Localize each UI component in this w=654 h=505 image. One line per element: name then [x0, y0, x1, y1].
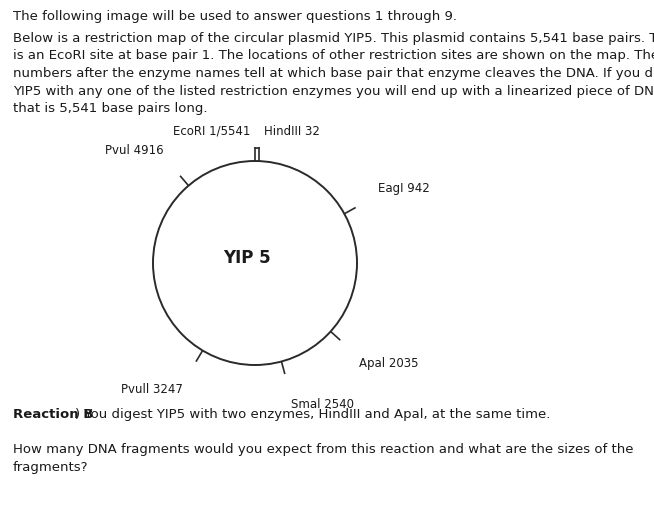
Text: Pvull 3247: Pvull 3247	[121, 383, 183, 396]
Text: How many DNA fragments would you expect from this reaction and what are the size: How many DNA fragments would you expect …	[13, 443, 634, 456]
Text: fragments?: fragments?	[13, 461, 88, 474]
Text: HindIII 32: HindIII 32	[264, 125, 319, 138]
Text: that is 5,541 base pairs long.: that is 5,541 base pairs long.	[13, 102, 207, 115]
Text: YIP5 with any one of the listed restriction enzymes you will end up with a linea: YIP5 with any one of the listed restrict…	[13, 84, 654, 97]
Text: YIP 5: YIP 5	[223, 249, 271, 267]
Text: Apal 2035: Apal 2035	[359, 357, 419, 370]
Text: Smal 2540: Smal 2540	[291, 398, 354, 411]
Text: is an EcoRI site at base pair 1. The locations of other restriction sites are sh: is an EcoRI site at base pair 1. The loc…	[13, 49, 654, 63]
Text: Below is a restriction map of the circular plasmid YIP5. This plasmid contains 5: Below is a restriction map of the circul…	[13, 32, 654, 45]
Text: Pvul 4916: Pvul 4916	[105, 144, 164, 157]
Text: ) You digest YIP5 with two enzymes, HindIII and Apal, at the same time.: ) You digest YIP5 with two enzymes, Hind…	[75, 408, 551, 421]
Text: numbers after the enzyme names tell at which base pair that enzyme cleaves the D: numbers after the enzyme names tell at w…	[13, 67, 654, 80]
Text: Reaction B: Reaction B	[13, 408, 94, 421]
Text: EagI 942: EagI 942	[377, 182, 430, 195]
Text: EcoRI 1/5541: EcoRI 1/5541	[173, 125, 250, 138]
Text: The following image will be used to answer questions 1 through 9.: The following image will be used to answ…	[13, 10, 457, 23]
